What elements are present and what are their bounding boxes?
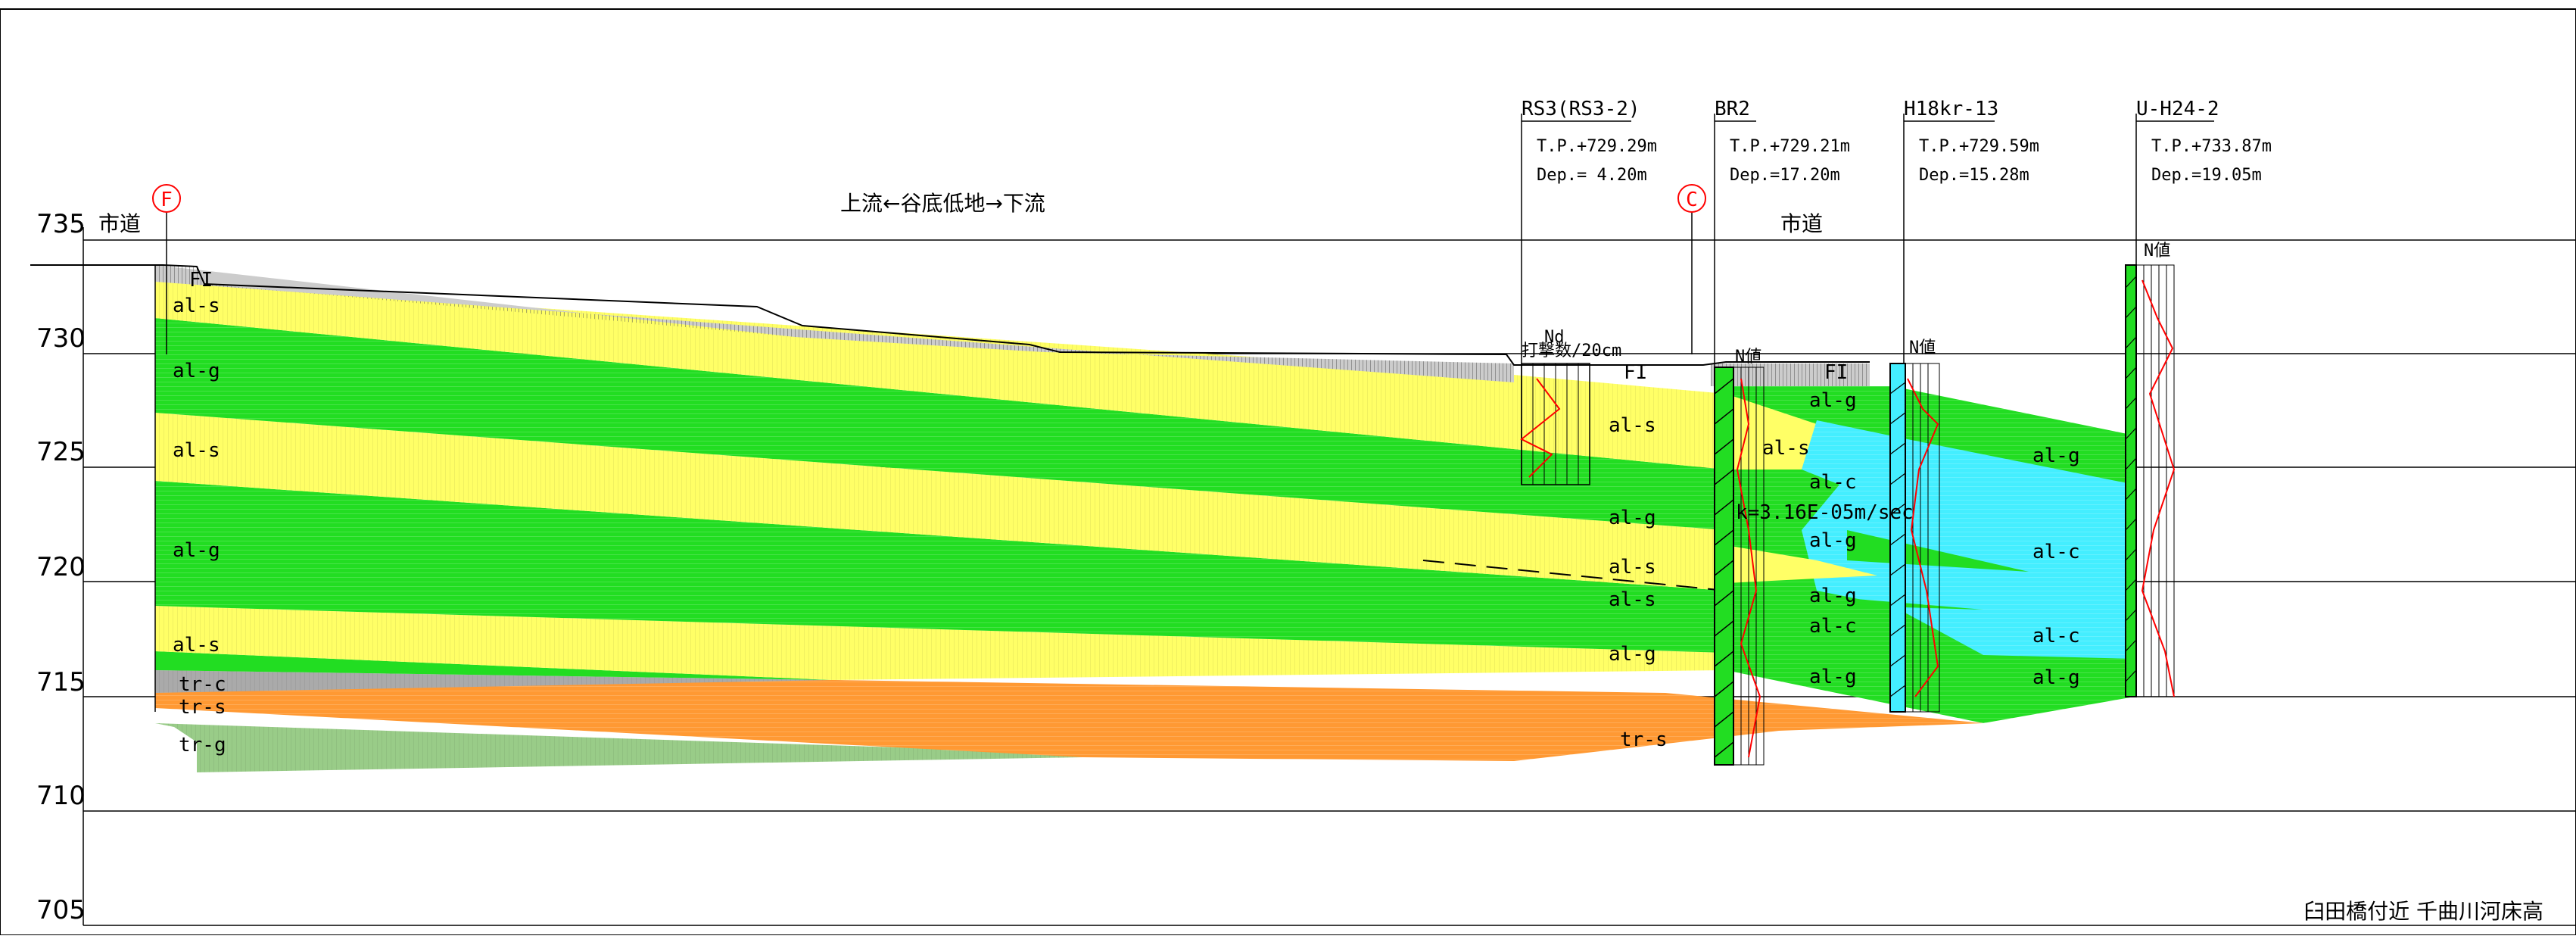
label-mid-alg-1: al-g bbox=[1609, 507, 1656, 529]
label-als-1: al-s bbox=[173, 295, 220, 317]
flow-direction-label: 上流←谷底低地→下流 bbox=[840, 191, 1045, 216]
label-fi-left: FI bbox=[189, 269, 213, 292]
road-left-label: 市道 bbox=[98, 211, 141, 236]
marker-f-circle bbox=[152, 184, 181, 213]
h18-tp: T.P.+729.59m bbox=[1919, 137, 2039, 156]
borehole-headers: RS3(RS3-2) T.P.+729.29m Dep.= 4.20m BR2 … bbox=[1522, 98, 2272, 185]
elev-710-label: 710 bbox=[36, 781, 86, 811]
road-right-label: 市道 bbox=[1780, 211, 1823, 236]
marker-f-label: F bbox=[160, 189, 173, 211]
br2-n-curve bbox=[1736, 378, 1761, 758]
uh24-dep: Dep.=19.05m bbox=[2151, 166, 2262, 185]
label-alg-2: al-g bbox=[173, 539, 220, 562]
elev-720-label: 720 bbox=[36, 552, 86, 582]
borehole-uh242: N値 bbox=[2125, 114, 2214, 697]
uh24-name: U-H24-2 bbox=[2136, 98, 2219, 120]
h18-dep: Dep.=15.28m bbox=[1919, 166, 2029, 185]
label-rr-alc-1: al-c bbox=[2032, 541, 2080, 563]
br2-dep: Dep.=17.20m bbox=[1730, 166, 1840, 185]
br2-n-label: N値 bbox=[1735, 348, 1761, 367]
label-rr-alg-1: al-g bbox=[2032, 445, 2080, 467]
borehole-br2: N値 bbox=[1714, 114, 1765, 766]
label-r-alg-3: al-g bbox=[1809, 585, 1857, 607]
layer-labels: FI FI FI al-s al-g al-s al-g al-s tr-c t… bbox=[173, 269, 2080, 757]
label-alg-1: al-g bbox=[173, 360, 220, 382]
elev-715-label: 715 bbox=[36, 667, 86, 697]
br2-tp: T.P.+729.21m bbox=[1730, 137, 1850, 156]
borehole-rs3: Nd 打撃数/20cm bbox=[1520, 114, 1631, 485]
rs3-unit-label: 打撃数/20cm bbox=[1522, 342, 1621, 360]
label-r-alg-2: al-g bbox=[1809, 529, 1857, 552]
label-r-alc-2: al-c bbox=[1809, 615, 1857, 638]
label-r-alg-1: al-g bbox=[1809, 389, 1857, 412]
rs3-nd-label: Nd bbox=[1544, 328, 1565, 347]
section-markers: F C bbox=[152, 184, 1706, 354]
rs3-dep: Dep.= 4.20m bbox=[1537, 166, 1647, 185]
label-mid-alg-2: al-g bbox=[1609, 643, 1656, 666]
label-als-3: al-s bbox=[173, 634, 220, 657]
label-trg: tr-g bbox=[179, 734, 226, 757]
label-r-alc-1: al-c bbox=[1809, 471, 1857, 494]
h18-n-label: N値 bbox=[1909, 338, 1936, 357]
h18-n-curve bbox=[1907, 378, 1939, 697]
layer-al-g-wedge-2 bbox=[1847, 598, 1983, 610]
rs3-nd-curve bbox=[1520, 378, 1561, 478]
uh24-n-curve bbox=[2141, 279, 2176, 697]
label-trc: tr-c bbox=[179, 673, 226, 696]
label-rr-alg-2: al-g bbox=[2032, 666, 2080, 689]
dashed-contact-line bbox=[1422, 560, 1727, 591]
elev-730-label: 730 bbox=[36, 323, 86, 354]
label-r-als-1: al-s bbox=[1762, 437, 1810, 460]
marker-c-circle bbox=[1677, 184, 1706, 213]
label-fi-right: FI bbox=[1824, 361, 1848, 384]
elev-725-label: 725 bbox=[36, 437, 86, 467]
borehole-h18kr13: N値 bbox=[1889, 114, 1995, 713]
elev-705-label: 705 bbox=[36, 895, 86, 925]
label-mid-als-3: al-s bbox=[1609, 588, 1656, 611]
elevation-labels: 735 730 725 720 715 710 705 bbox=[36, 209, 86, 925]
label-mid-als-1: al-s bbox=[1609, 414, 1656, 437]
h18-name: H18kr-13 bbox=[1904, 98, 1998, 120]
elev-735-label: 735 bbox=[36, 209, 86, 239]
label-mid-trs: tr-s bbox=[1620, 728, 1668, 751]
marker-c-label: C bbox=[1686, 189, 1698, 211]
label-r-alg-4: al-g bbox=[1809, 666, 1857, 688]
strata bbox=[155, 265, 2135, 772]
br2-name: BR2 bbox=[1715, 98, 1750, 120]
permeability-label: k=3.16E-05m/sec bbox=[1736, 501, 1914, 524]
rs3-name: RS3(RS3-2) bbox=[1522, 98, 1640, 120]
label-als-2: al-s bbox=[173, 439, 220, 462]
ground-surface-line bbox=[30, 264, 1870, 366]
footer-title: 臼田橋付近 千曲川河床高 bbox=[2303, 899, 2543, 924]
rs3-tp: T.P.+729.29m bbox=[1537, 137, 1657, 156]
label-mid-als-2: al-s bbox=[1609, 556, 1656, 579]
label-fi-mid: FI bbox=[1624, 361, 1647, 384]
uh24-n-label: N値 bbox=[2144, 242, 2170, 260]
label-trs: tr-s bbox=[179, 696, 226, 719]
uh24-tp: T.P.+733.87m bbox=[2151, 137, 2272, 156]
label-rr-alc-2: al-c bbox=[2032, 625, 2080, 647]
